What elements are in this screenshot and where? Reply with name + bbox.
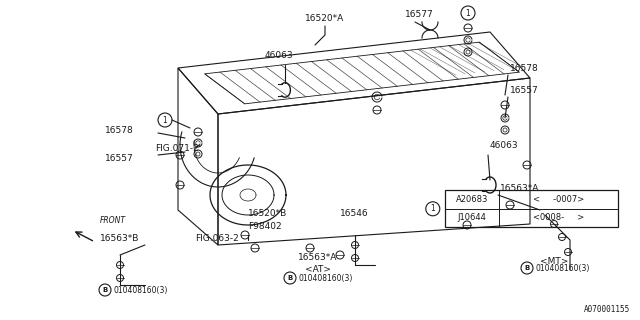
Text: 46063: 46063 xyxy=(265,51,294,60)
Text: 16557: 16557 xyxy=(510,85,539,94)
Text: 16563*A: 16563*A xyxy=(500,183,540,193)
Text: 1: 1 xyxy=(163,116,168,124)
Text: <     -0007>: < -0007> xyxy=(532,195,584,204)
Bar xyxy=(445,190,618,227)
Text: <MT>: <MT> xyxy=(540,258,568,267)
Text: B: B xyxy=(287,275,292,281)
Text: 16520*A: 16520*A xyxy=(305,13,344,22)
Text: A20683: A20683 xyxy=(456,195,488,204)
Text: 16557: 16557 xyxy=(105,154,134,163)
Text: 16578: 16578 xyxy=(105,125,134,134)
Text: 010408160(3): 010408160(3) xyxy=(535,263,589,273)
Text: FRONT: FRONT xyxy=(100,215,126,225)
Text: A070001155: A070001155 xyxy=(584,305,630,314)
Text: B: B xyxy=(102,287,108,293)
Text: 16520*B: 16520*B xyxy=(248,209,287,218)
Text: 010408160(3): 010408160(3) xyxy=(113,285,168,294)
Text: FIG.071-2: FIG.071-2 xyxy=(155,143,199,153)
Text: F98402: F98402 xyxy=(248,221,282,230)
Text: 16563*B: 16563*B xyxy=(100,234,140,243)
Text: <0008-     >: <0008- > xyxy=(532,213,584,222)
Text: 16578: 16578 xyxy=(510,63,539,73)
Text: 16546: 16546 xyxy=(340,209,369,218)
Text: 16577: 16577 xyxy=(405,10,434,19)
Text: B: B xyxy=(524,265,530,271)
Text: FIG.063-2: FIG.063-2 xyxy=(195,234,239,243)
Text: 1: 1 xyxy=(466,9,470,18)
Text: 16563*A: 16563*A xyxy=(298,253,338,262)
Text: 46063: 46063 xyxy=(490,140,518,149)
Text: J10644: J10644 xyxy=(458,213,486,222)
Text: 1: 1 xyxy=(431,204,435,213)
Text: 010408160(3): 010408160(3) xyxy=(298,274,353,283)
Text: <AT>: <AT> xyxy=(305,266,331,275)
